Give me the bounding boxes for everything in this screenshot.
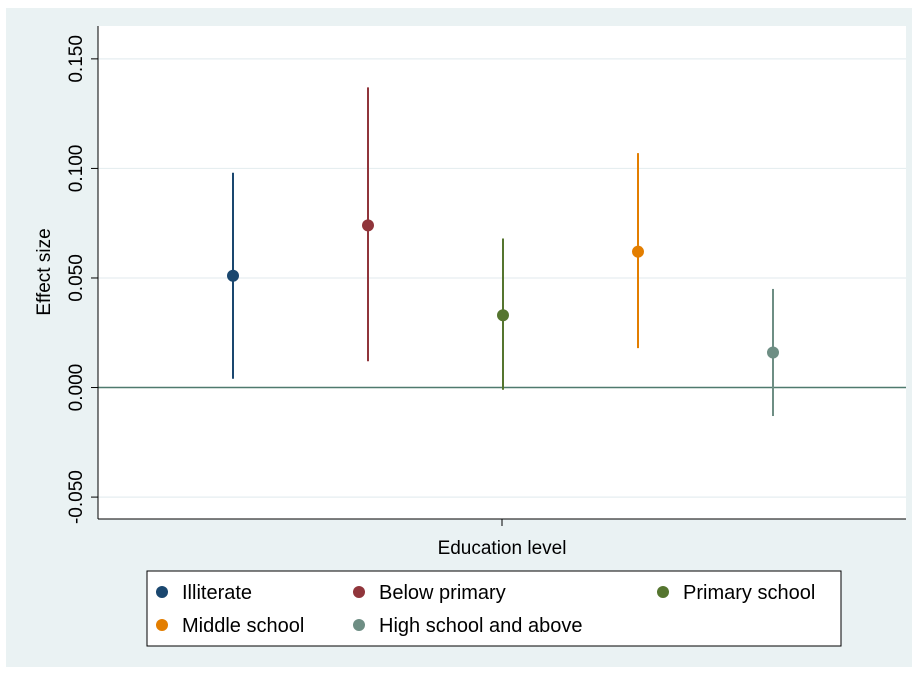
legend-label: Middle school — [182, 615, 304, 637]
point-estimate — [227, 269, 239, 282]
y-tick-label: 0.000 — [66, 364, 87, 412]
legend-marker — [353, 586, 365, 598]
y-axis-ticks: -0.050 0.000 0.050 0.100 0.150 — [66, 35, 98, 524]
legend-label: Illiterate — [182, 582, 252, 604]
legend-marker — [353, 619, 365, 631]
point-estimate — [632, 245, 644, 258]
legend-box — [146, 570, 842, 647]
chart-figure: -0.050 0.000 0.050 0.100 0.150 Effect size E… — [6, 8, 912, 667]
legend-label: Below primary — [379, 582, 506, 604]
point-estimate — [767, 346, 779, 359]
y-tick-label: 0.150 — [66, 35, 87, 83]
legend: Illiterate Below primary Primary school Mid… — [156, 582, 815, 637]
x-axis-label: Education level — [438, 538, 567, 559]
y-axis-label: Effect size — [34, 228, 55, 315]
y-tick-label: 0.100 — [66, 145, 87, 193]
legend-label: Primary school — [683, 582, 815, 604]
legend-marker — [156, 619, 168, 631]
y-tick-label: -0.050 — [66, 470, 87, 524]
legend-label: High school and above — [379, 615, 582, 637]
legend-marker — [156, 586, 168, 598]
point-estimate — [497, 309, 509, 322]
chart-marks — [227, 87, 779, 417]
point-estimate — [362, 219, 374, 232]
chart-svg: -0.050 0.000 0.050 0.100 0.150 Effect size E… — [34, 26, 906, 647]
y-tick-label: 0.050 — [66, 254, 87, 302]
legend-marker — [657, 586, 669, 598]
